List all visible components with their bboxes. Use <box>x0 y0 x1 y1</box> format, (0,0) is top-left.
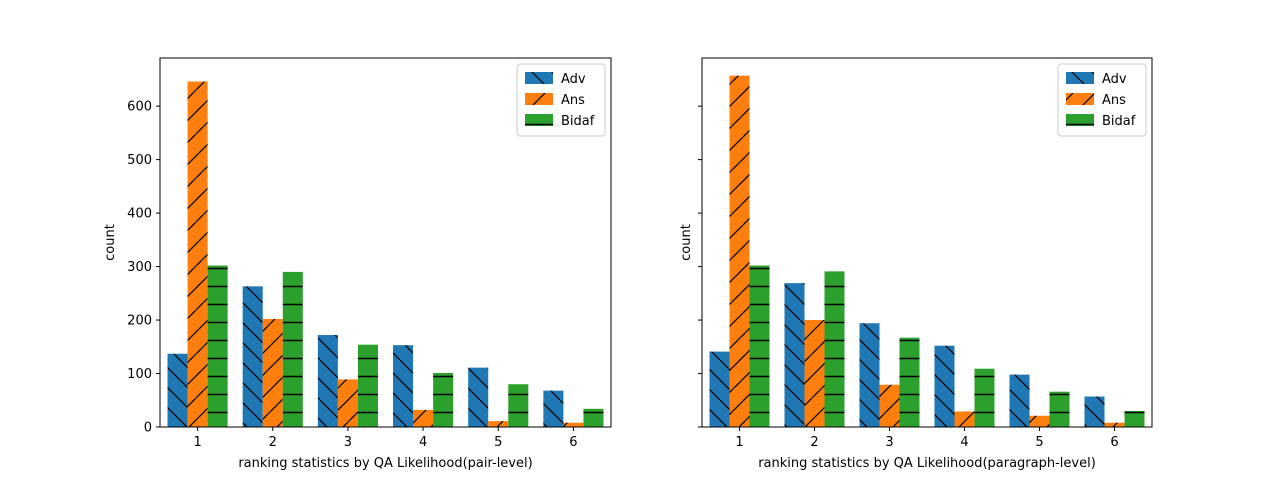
bar-adv-2 <box>242 286 263 427</box>
bar-adv-4 <box>934 345 955 427</box>
y-tick-label: 0 <box>144 421 152 436</box>
legend-label-adv: Adv <box>1102 72 1127 87</box>
legend: Adv Ans Bidaf <box>516 63 606 137</box>
bar-adv-2 <box>784 283 805 427</box>
bar-ans-6 <box>1104 422 1125 427</box>
charts: 0 100 200 300 400 500 600 1 2 3 4 5 6 ranking statist… <box>103 57 1153 471</box>
bar-ans-5 <box>1029 415 1050 427</box>
bar-bidaf-2 <box>824 271 845 427</box>
bar-bidaf-6 <box>1124 410 1145 427</box>
legend-swatch-adv <box>525 72 553 84</box>
bar-adv-6 <box>1084 396 1105 427</box>
bar-adv-4 <box>393 345 414 427</box>
bar-bidaf-1 <box>207 265 228 427</box>
bar-bidaf-5 <box>1049 391 1070 427</box>
y-tick-label: 600 <box>127 100 152 115</box>
legend-label-adv: Adv <box>561 72 586 87</box>
x-axis-label: ranking statistics by QA Likelihood(pair… <box>238 456 532 471</box>
bars <box>167 81 604 428</box>
bar-bidaf-4 <box>433 372 454 427</box>
x-tick-label: 4 <box>960 435 968 450</box>
x-tick-label: 2 <box>269 435 277 450</box>
bar-adv-6 <box>543 390 564 427</box>
x-tick-label: 3 <box>344 435 352 450</box>
bar-ans-2 <box>262 318 283 427</box>
y-axis-label: count <box>103 224 118 261</box>
x-tick-label: 1 <box>735 435 743 450</box>
y-tick-label: 300 <box>127 260 152 275</box>
y-axis-label: count <box>679 224 694 261</box>
x-tick-label: 5 <box>494 435 502 450</box>
x-tick-label: 6 <box>569 435 577 450</box>
bar-adv-1 <box>167 353 188 427</box>
bar-ans-1 <box>729 75 750 427</box>
x-tick-label: 3 <box>885 435 893 450</box>
axes-frame <box>159 57 612 428</box>
chart-panel-1: 0 100 200 300 400 500 600 1 2 3 4 5 6 ranking statist… <box>103 57 612 471</box>
axes-frame <box>701 57 1153 428</box>
bars <box>709 75 1145 427</box>
bar-bidaf-1 <box>749 265 770 427</box>
y-tick-label: 100 <box>127 367 152 382</box>
bar-bidaf-3 <box>899 337 920 427</box>
x-axis-label: ranking statistics by QA Likelihood(para… <box>758 456 1096 471</box>
x-tick-label: 2 <box>810 435 818 450</box>
x-tick-label: 4 <box>419 435 427 450</box>
legend-swatch-ans <box>525 93 553 105</box>
bar-bidaf-4 <box>974 368 995 427</box>
legend-label-ans: Ans <box>1102 93 1126 108</box>
bar-ans-3 <box>337 379 358 427</box>
bar-ans-6 <box>563 422 584 427</box>
y-tick-label: 200 <box>127 314 152 329</box>
bar-adv-1 <box>709 351 730 427</box>
bar-ans-2 <box>804 320 825 427</box>
y-tick-label: 400 <box>127 207 152 222</box>
y-tick-label: 500 <box>127 153 152 168</box>
legend-swatch-bidaf <box>525 114 553 126</box>
bar-bidaf-5 <box>508 384 529 427</box>
chart-panel-2: 1 2 3 4 5 6 ranking statistics by QA Likelihoo… <box>679 57 1153 471</box>
bar-ans-4 <box>413 409 434 427</box>
x-tick-label: 1 <box>193 435 201 450</box>
bar-ans-3 <box>879 384 900 427</box>
legend: Adv Ans Bidaf <box>1057 63 1147 137</box>
bar-adv-5 <box>468 367 489 427</box>
legend-label-bidaf: Bidaf <box>561 114 595 129</box>
bar-adv-3 <box>317 335 338 427</box>
legend-swatch-ans <box>1066 93 1094 105</box>
legend-swatch-bidaf <box>1066 114 1094 126</box>
x-tick-label: 5 <box>1035 435 1043 450</box>
bar-bidaf-3 <box>357 344 378 427</box>
bar-bidaf-6 <box>583 408 604 427</box>
bar-bidaf-2 <box>282 271 303 427</box>
bar-ans-1 <box>187 81 208 428</box>
legend-label-bidaf: Bidaf <box>1102 114 1136 129</box>
bar-ans-5 <box>488 421 509 427</box>
bar-adv-3 <box>859 323 880 427</box>
x-tick-label: 6 <box>1110 435 1118 450</box>
bar-ans-4 <box>954 411 975 427</box>
legend-swatch-adv <box>1066 72 1094 84</box>
bar-adv-5 <box>1009 374 1030 427</box>
legend-label-ans: Ans <box>561 93 585 108</box>
